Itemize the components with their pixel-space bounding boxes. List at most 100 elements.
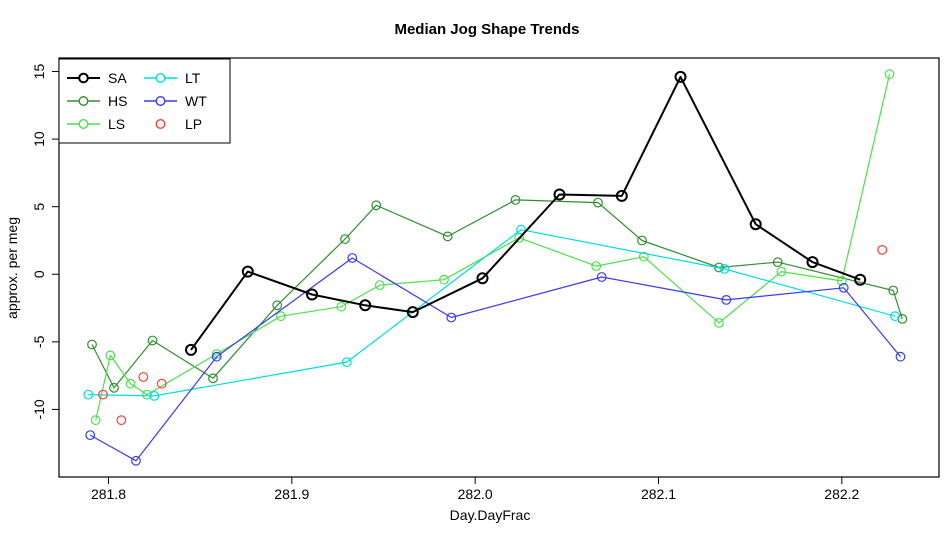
- y-axis-label: approx. per meg: [4, 217, 20, 319]
- chart-title: Median Jog Shape Trends: [394, 21, 579, 38]
- series-SA-point: [674, 70, 687, 83]
- plot-border: [58, 57, 940, 478]
- series-HS-point: [87, 339, 97, 350]
- legend-label-WT: WT: [185, 93, 207, 109]
- legend-label-HS: HS: [108, 93, 127, 109]
- series-LP: [98, 244, 888, 426]
- legend-marker-LP: [155, 118, 166, 129]
- series-WT-point: [838, 282, 849, 293]
- x-axis-label: Day.DayFrac: [450, 507, 531, 523]
- series-HS-point: [208, 373, 218, 384]
- series-SA-point: [476, 272, 489, 285]
- series-LT-line: [88, 229, 896, 397]
- series-LP-point: [877, 244, 888, 255]
- series-LS-point: [836, 276, 847, 286]
- legend-label-LT: LT: [185, 70, 201, 86]
- series-SA-point: [854, 273, 867, 286]
- series-WT-point: [446, 312, 457, 323]
- series-WT: [85, 253, 906, 466]
- series-WT-line: [89, 257, 901, 462]
- series-HS-point: [510, 194, 521, 205]
- series-LT-point: [516, 224, 526, 235]
- series-SA-point: [615, 189, 628, 202]
- series-SA-point: [359, 299, 372, 312]
- series-LS-point: [90, 415, 101, 426]
- legend-marker-WT: [155, 95, 166, 106]
- series-WT-point: [721, 295, 732, 305]
- series-WT-point: [895, 351, 906, 362]
- series-HS-point: [442, 231, 453, 242]
- axes: 281.8 281.9 282.0 282.1 282.2 -10 -5 0 5 10 15: [31, 57, 940, 502]
- series-LT-point: [83, 389, 94, 400]
- series-SA-point: [553, 188, 566, 201]
- x-tick-label: 282.0: [458, 486, 493, 502]
- legend-marker-HS: [78, 95, 89, 106]
- y-tick-label: 5: [31, 203, 47, 211]
- series-LT-point: [719, 264, 730, 274]
- data-series: [83, 69, 908, 466]
- series-WT-point: [85, 430, 96, 441]
- series-SA-point: [406, 306, 419, 319]
- series-LT: [83, 224, 900, 401]
- series-LS-point: [336, 301, 347, 312]
- series-LS-point: [638, 251, 649, 262]
- y-tick-label: -5: [31, 335, 47, 348]
- series-LS-point: [125, 378, 136, 389]
- series-WT-point: [131, 455, 141, 466]
- series-HS-point: [593, 197, 603, 208]
- x-tick-label: 281.8: [91, 486, 126, 502]
- series-LP-point: [98, 389, 108, 400]
- series-HS: [87, 194, 908, 393]
- legend-label-LS: LS: [108, 116, 125, 132]
- series-SA: [185, 70, 867, 356]
- y-tick-label: 0: [31, 270, 47, 278]
- series-LS-point: [275, 311, 286, 322]
- series-HS-point: [109, 382, 119, 393]
- series-LT-point: [890, 311, 900, 322]
- series-LS-point: [776, 266, 787, 277]
- series-LP-point: [156, 378, 167, 389]
- series-HS-point: [637, 235, 647, 246]
- series-WT-point: [596, 272, 607, 282]
- series-SA-point: [185, 343, 197, 356]
- series-WT-point: [211, 351, 222, 362]
- series-LT-point: [149, 391, 160, 401]
- series-HS-point: [340, 234, 350, 245]
- series-SA-point: [806, 256, 819, 269]
- legend-marker-LS: [78, 118, 89, 129]
- series-LT-point: [341, 357, 352, 368]
- series-WT-point: [347, 253, 358, 263]
- series-SA-point: [749, 218, 762, 231]
- series-LP-point: [116, 415, 127, 426]
- legend-marker-SA: [78, 72, 89, 84]
- series-LS-point: [374, 280, 385, 291]
- x-tick-label: 282.1: [641, 486, 676, 502]
- series-LS-point: [884, 69, 895, 80]
- series-SA-point: [306, 288, 318, 301]
- series-LP-point: [138, 372, 149, 382]
- x-tick-label: 282.2: [824, 486, 859, 502]
- series-HS-line: [91, 199, 903, 389]
- y-tick-label: 15: [31, 64, 47, 80]
- x-tick-label: 281.9: [274, 486, 309, 502]
- legend: SA HS LS LT WT LP: [58, 58, 231, 144]
- series-HS-point: [371, 200, 382, 211]
- y-tick-label: -10: [31, 399, 47, 419]
- series-HS-point: [272, 300, 283, 311]
- series-SA-point: [241, 265, 254, 278]
- series-LS-point: [105, 350, 116, 361]
- y-tick-label: 10: [31, 131, 47, 147]
- series-SA-line: [190, 75, 861, 351]
- legend-label-LP: LP: [185, 116, 202, 132]
- series-LS-point: [714, 318, 724, 328]
- legend-label-SA: SA: [108, 70, 127, 86]
- series-LS-point: [591, 261, 602, 272]
- series-LS-point: [142, 389, 152, 400]
- legend-marker-LT: [155, 72, 166, 83]
- series-HS-point: [772, 257, 783, 268]
- series-HS-point: [147, 335, 158, 346]
- series-LS-point: [439, 274, 449, 285]
- series-HS-point: [888, 285, 899, 296]
